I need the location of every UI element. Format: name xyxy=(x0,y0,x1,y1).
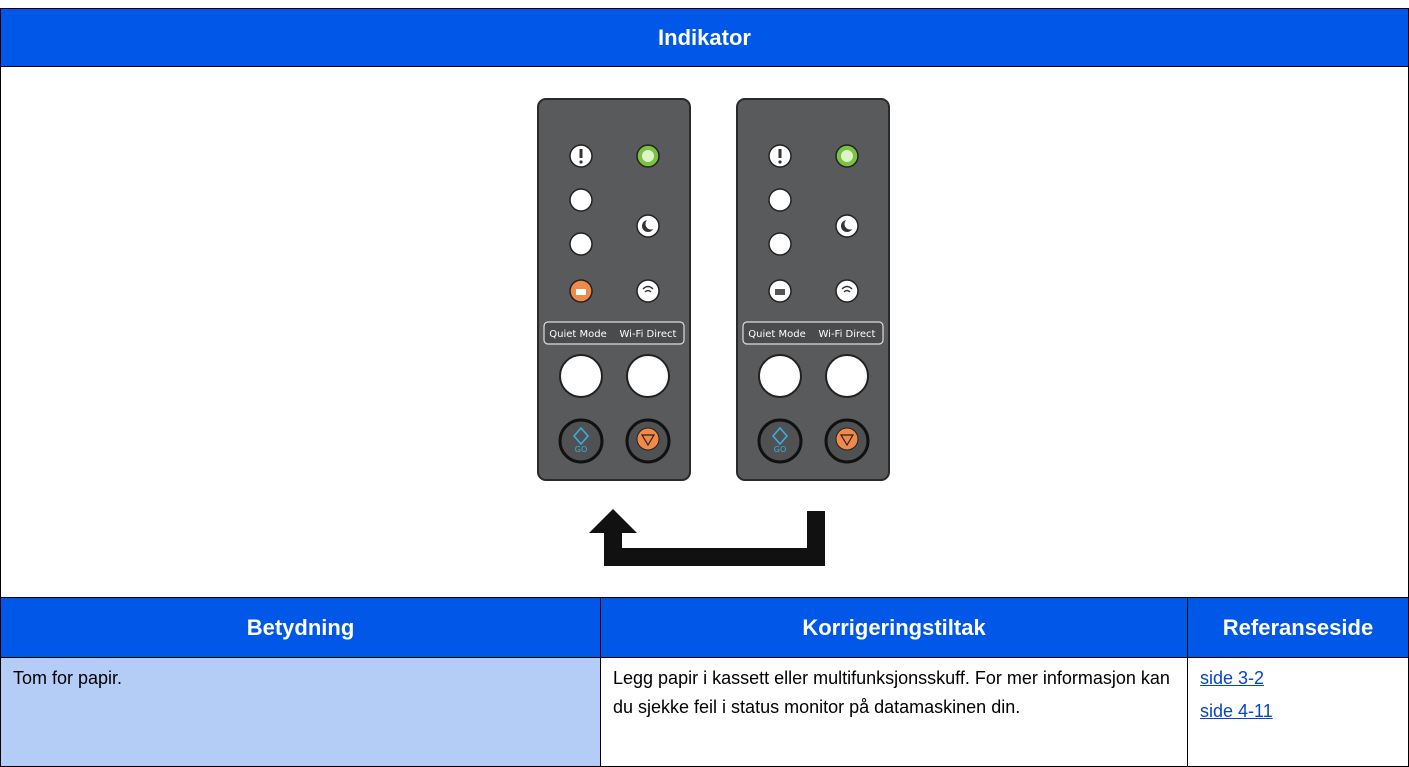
button-label: Quiet Mode xyxy=(549,329,607,340)
go-button xyxy=(757,418,803,464)
icon xyxy=(844,218,856,230)
label-strip xyxy=(742,321,884,345)
go-label: GO xyxy=(575,445,588,454)
waste-indicator xyxy=(768,232,792,256)
indicator-illustration: Quiet Mode Wi-Fi Direct GO Quiet Mode Wi-Fi … xyxy=(537,98,890,566)
label-strip xyxy=(543,321,685,345)
illustration-cell: Quiet Mode Wi-Fi Direct GO Quiet Mode Wi-Fi … xyxy=(0,66,1409,598)
icon xyxy=(778,160,782,164)
wifi-direct-button xyxy=(825,354,869,398)
icon xyxy=(645,218,657,230)
button-label: Wi-Fi Direct xyxy=(819,329,876,340)
icon xyxy=(642,285,654,293)
icon xyxy=(775,289,785,295)
icon xyxy=(841,285,853,293)
icon xyxy=(636,427,660,451)
go-button xyxy=(558,418,604,464)
reference-link[interactable]: side 4-11 xyxy=(1200,701,1273,721)
toner-indicator xyxy=(569,188,593,212)
arrow-head xyxy=(589,509,637,533)
icon xyxy=(778,149,782,158)
panel xyxy=(736,98,890,481)
quiet-mode-button xyxy=(559,354,603,398)
icon xyxy=(579,149,583,158)
icon xyxy=(839,434,855,447)
go-label: GO xyxy=(774,445,787,454)
waste-indicator xyxy=(569,232,593,256)
icon xyxy=(573,426,589,446)
panel xyxy=(537,98,691,481)
section-header: Indikator xyxy=(0,8,1409,67)
icon xyxy=(841,150,853,162)
wifi-direct-button xyxy=(626,354,670,398)
icon xyxy=(772,426,788,446)
toner-indicator xyxy=(768,188,792,212)
icon xyxy=(576,289,586,295)
arrow-line xyxy=(604,511,825,566)
column-header: Korrigeringstiltak xyxy=(600,597,1188,658)
column-header: Betydning xyxy=(0,597,601,658)
quiet-mode-button xyxy=(758,354,802,398)
column-header: Referanseside xyxy=(1187,597,1409,658)
icon xyxy=(642,150,654,162)
meaning-cell: Tom for papir. xyxy=(0,657,601,767)
button-label: Wi-Fi Direct xyxy=(620,329,677,340)
icon xyxy=(835,427,859,451)
button-label: Quiet Mode xyxy=(748,329,806,340)
icon xyxy=(640,434,656,447)
icon xyxy=(579,160,583,164)
action-cell: Legg papir i kassett eller multifunksjon… xyxy=(600,657,1188,767)
reference-link[interactable]: side 3-2 xyxy=(1200,668,1265,688)
reference-cell: side 3-2 side 4-11 xyxy=(1187,657,1409,767)
